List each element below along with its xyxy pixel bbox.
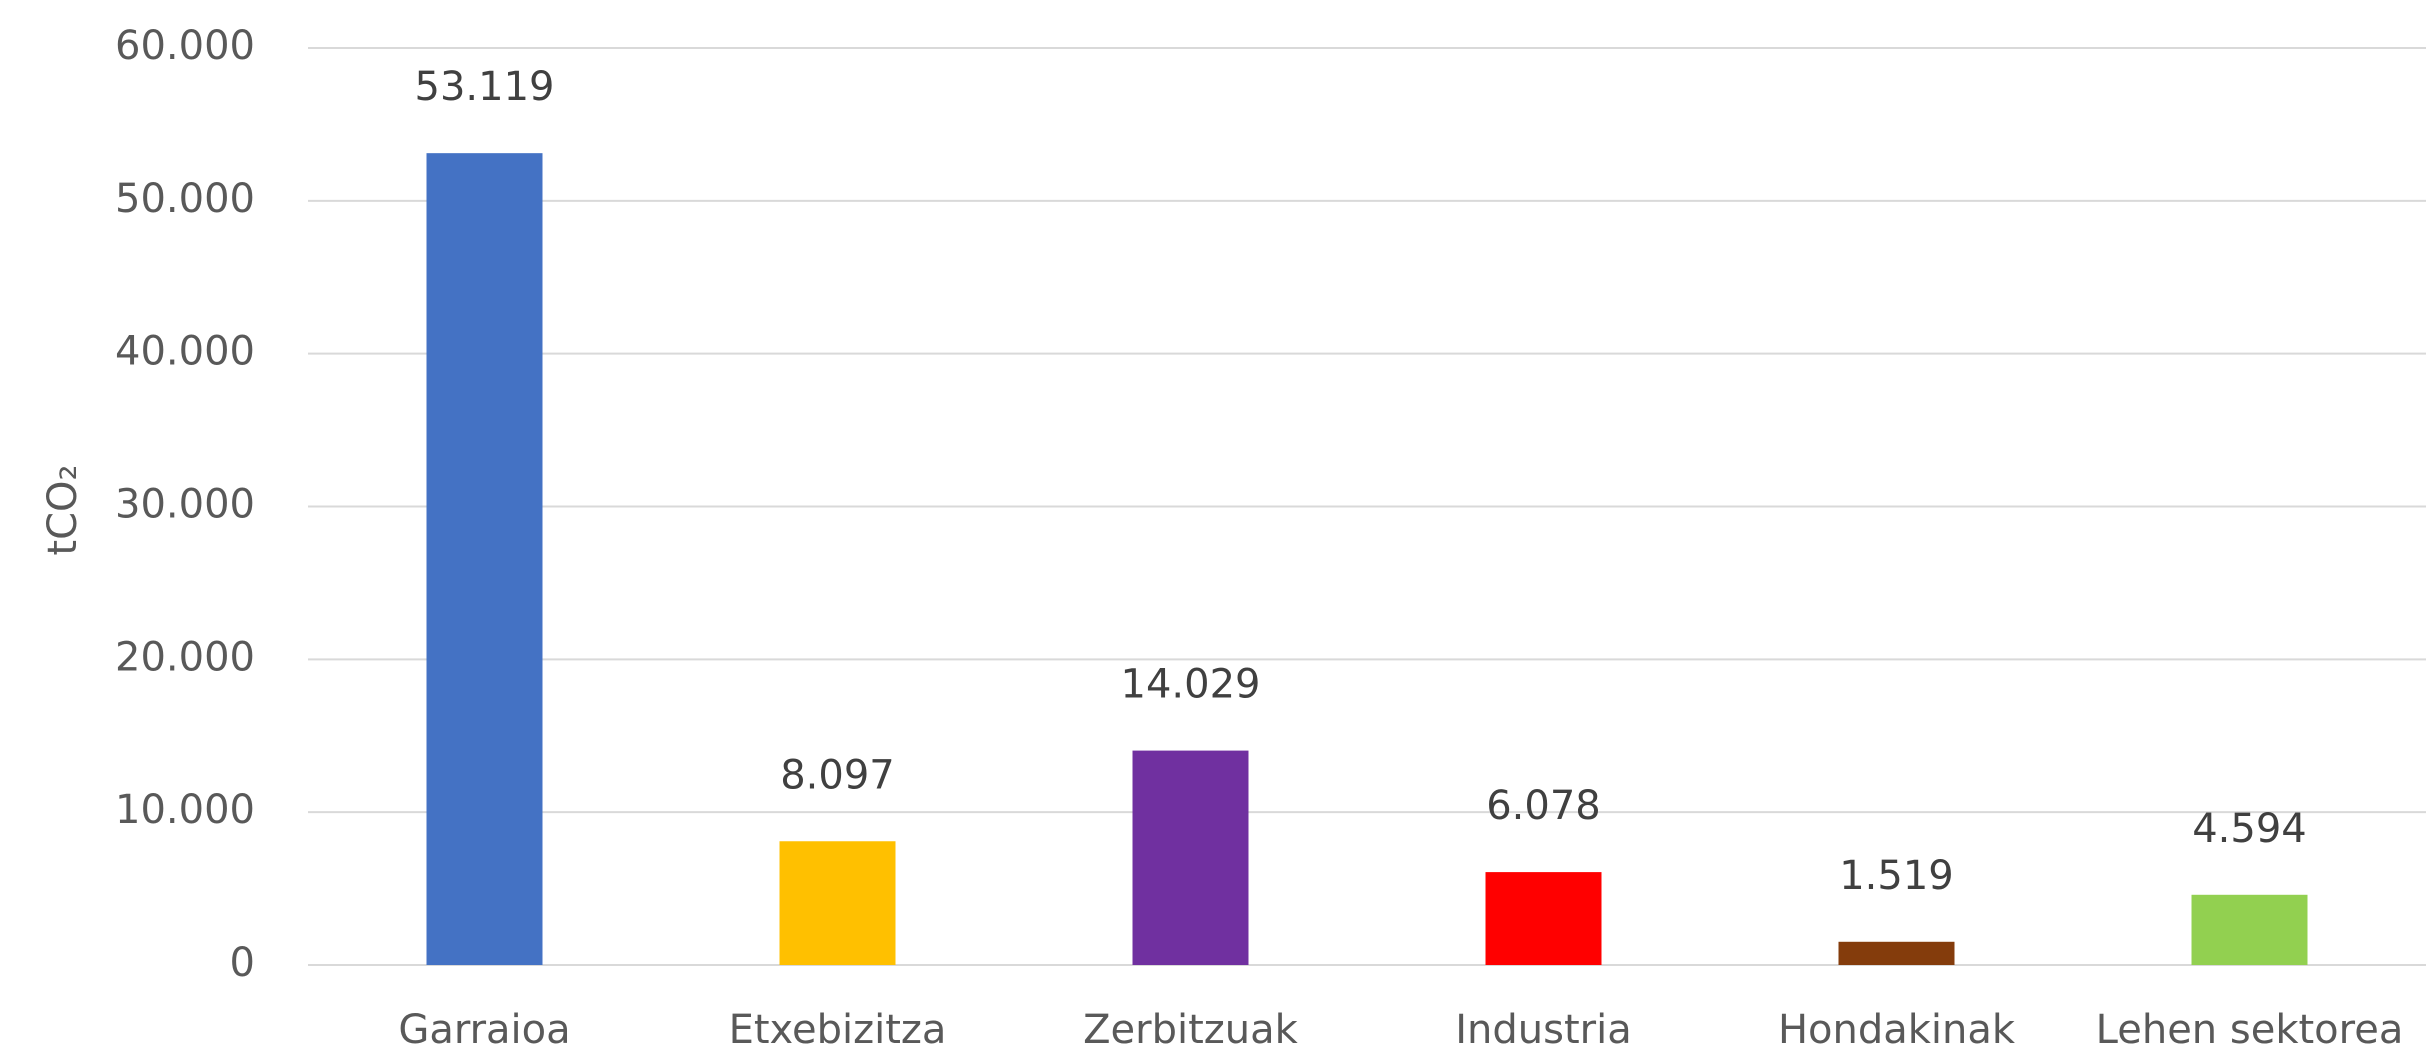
bar [426,153,543,965]
value-label: 4.594 [2192,806,2307,852]
x-tick-label: Lehen sektorea [2096,1007,2404,1053]
y-tick-label: 40.000 [115,329,255,375]
value-label: 53.119 [415,64,555,110]
value-label: 8.097 [780,752,895,798]
y-tick-label: 0 [230,940,255,986]
x-tick-label: Garraioa [398,1007,570,1053]
bar [779,841,896,965]
y-tick-label: 20.000 [115,634,255,680]
y-tick-label: 30.000 [115,482,255,528]
value-label: 1.519 [1839,853,1954,899]
x-tick-label: Hondakinak [1778,1007,2016,1053]
bar [1838,941,1955,965]
bar [1485,872,1602,965]
y-tick-label: 60.000 [115,23,255,69]
y-tick-label: 50.000 [115,176,255,222]
x-tick-label: Etxebizitza [729,1007,947,1053]
x-tick-label: Industria [1455,1007,1631,1053]
bar [2191,894,2308,965]
value-label: 14.029 [1121,662,1261,708]
y-tick-label: 10.000 [115,787,255,833]
value-label: 6.078 [1486,783,1601,829]
y-axis-label: tCO₂ [40,464,86,555]
x-tick-label: Zerbitzuak [1083,1007,1299,1053]
bar [1132,750,1249,965]
